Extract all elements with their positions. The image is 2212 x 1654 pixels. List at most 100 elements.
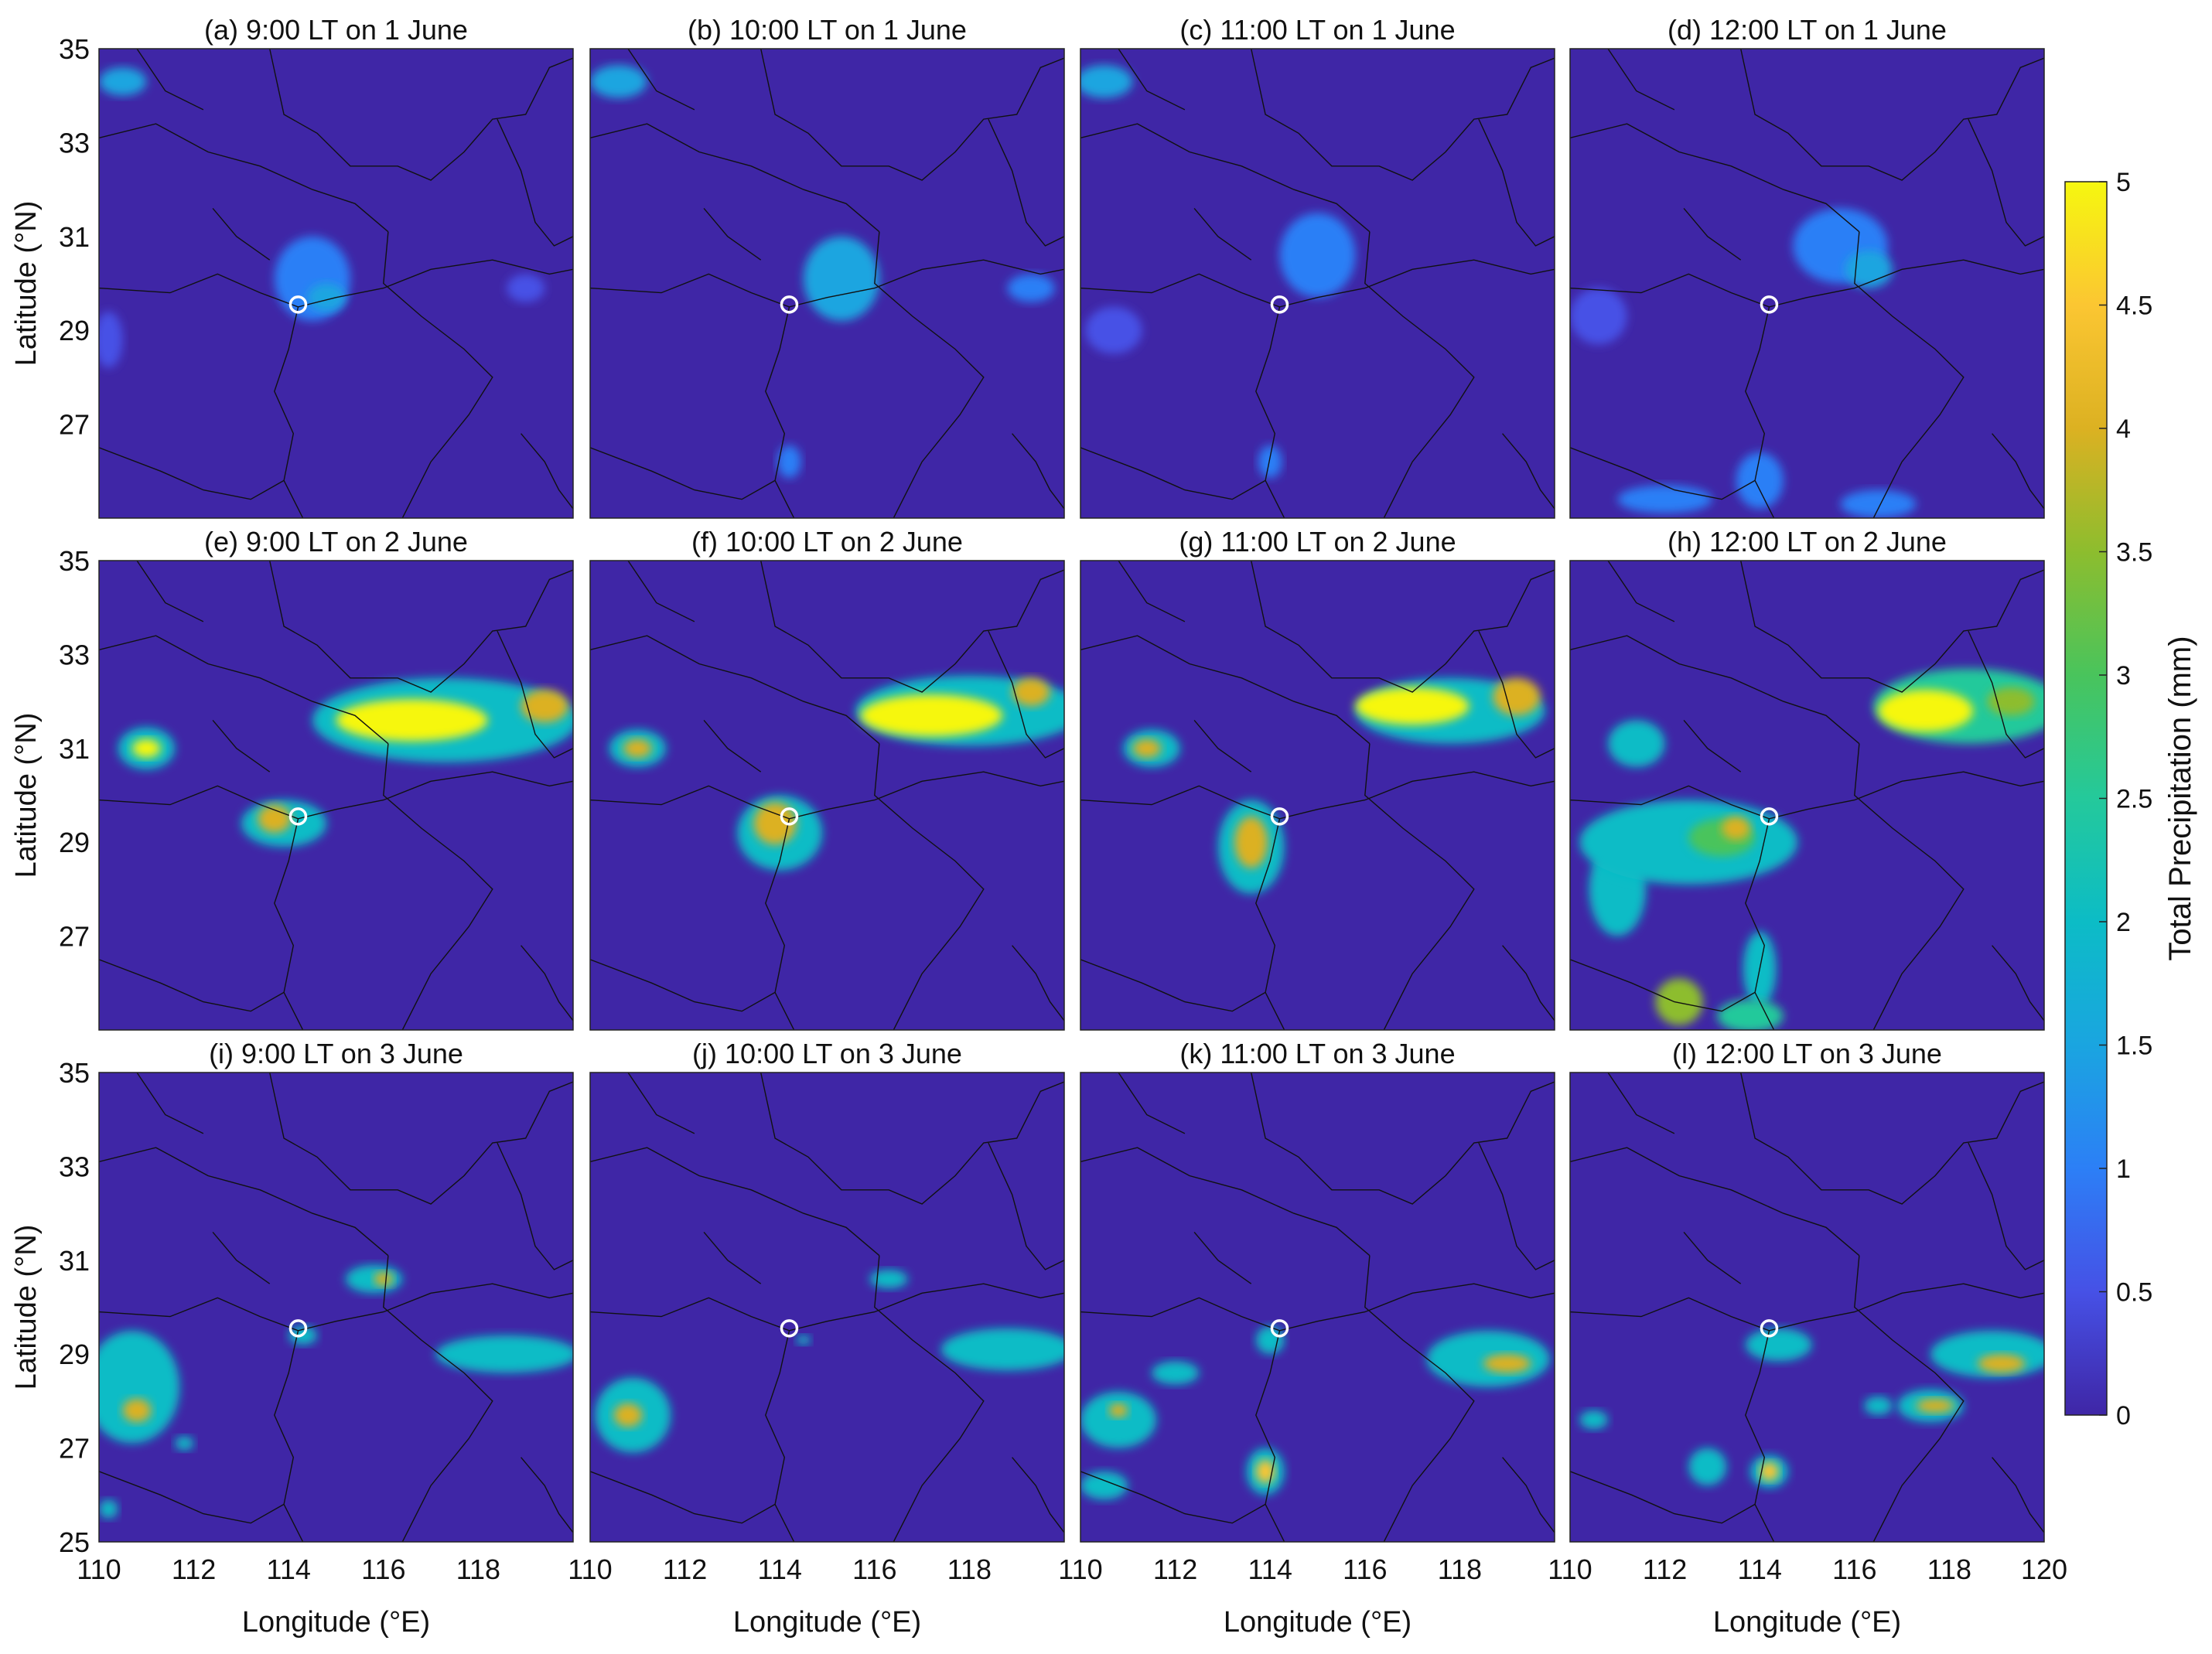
precip-cell [374, 1271, 394, 1287]
x-tick-label: 112 [172, 1553, 216, 1585]
province-boundary [1080, 1147, 1371, 1257]
site-marker [1270, 1319, 1289, 1338]
panel-title: (l) 12:00 LT on 3 June [1672, 1038, 1942, 1069]
panel-background [99, 561, 573, 1030]
province-boundary [274, 818, 304, 1030]
province-boundary [1854, 1255, 1965, 1542]
precip-cell [1617, 485, 1712, 513]
panel-title: (f) 10:00 LT on 2 June [691, 526, 963, 558]
precip-cell [803, 236, 879, 322]
panel-frame [589, 48, 1065, 519]
precip-cell [1255, 1325, 1285, 1355]
site-marker [1760, 295, 1779, 314]
province-boundary [1364, 743, 1475, 1030]
province-boundary [590, 959, 776, 1012]
province-boundary [1251, 1073, 1555, 1205]
province-boundary [1992, 945, 2044, 1021]
province-boundary [1193, 719, 1252, 772]
province-boundary [590, 771, 1064, 820]
province-boundary [212, 719, 271, 772]
site-marker [780, 295, 799, 314]
precip-cell [1717, 999, 1784, 1030]
panel-frame [589, 1072, 1065, 1543]
province-boundary [497, 118, 573, 247]
x-tick-label: 110 [1058, 1553, 1102, 1585]
province-boundary [590, 259, 1064, 308]
colorbar-tick-label: 1 [2116, 1154, 2131, 1184]
province-boundary [590, 1147, 880, 1257]
province-boundary [1854, 743, 1965, 1030]
x-tick-label: 114 [1248, 1553, 1292, 1585]
site-marker [288, 1319, 308, 1338]
province-boundary [99, 1283, 573, 1332]
precip-cell [1760, 1461, 1779, 1482]
province-boundary [1118, 49, 1186, 111]
precip-cell [1085, 306, 1142, 354]
province-boundary [269, 561, 573, 693]
x-tick-label: 116 [1343, 1553, 1387, 1585]
panel-frame [589, 560, 1065, 1031]
precip-cell [796, 1335, 811, 1345]
site-marker [1760, 1319, 1779, 1338]
province-boundary [1683, 719, 1742, 772]
precip-cell [777, 445, 801, 479]
province-boundary [1570, 1283, 2044, 1332]
precip-cell [307, 283, 346, 312]
province-boundary [590, 123, 880, 233]
province-boundary [1570, 959, 1756, 1012]
province-boundary [760, 49, 1064, 181]
x-tick-label: 116 [852, 1553, 896, 1585]
province-boundary [269, 1073, 573, 1205]
province-boundary [1478, 1142, 1555, 1270]
province-boundary [274, 1330, 304, 1542]
province-boundary [1251, 49, 1555, 181]
province-boundary [1080, 1471, 1266, 1524]
precip-cell [1878, 689, 1974, 732]
map-panel: (l) 12:00 LT on 3 June 110 112 114 116 118 120… [1548, 1038, 2067, 1639]
y-tick-label: 29 [59, 827, 90, 858]
province-boundary [1012, 1457, 1064, 1533]
precip-cell [1579, 800, 1798, 885]
colorbar-tick-label: 0.5 [2116, 1278, 2152, 1308]
panel-background [99, 1073, 573, 1542]
precip-cell [507, 274, 545, 302]
x-tick-label: 114 [266, 1553, 310, 1585]
panel-title: (d) 12:00 LT on 1 June [1668, 14, 1947, 46]
province-boundary [765, 306, 795, 518]
province-boundary [1745, 306, 1775, 518]
precip-cell [1655, 978, 1703, 1025]
x-tick-label: 112 [1153, 1553, 1197, 1585]
panel-frame [98, 560, 574, 1031]
province-boundary [136, 49, 204, 111]
colorbar-tick-label: 0 [2116, 1401, 2131, 1431]
colorbar-tick-label: 2.5 [2116, 785, 2152, 814]
precip-cell [274, 236, 350, 322]
precip-cell [1108, 1403, 1128, 1418]
x-tick-label: 116 [1832, 1553, 1876, 1585]
panels-group: (a) 9:00 LT on 1 June 27 29 31 33 35 Latitude … [10, 14, 2067, 1639]
map-panel: (k) 11:00 LT on 3 June 110 112 114 116 118 Lon… [1058, 1038, 1555, 1639]
y-tick-label: 31 [59, 733, 90, 765]
y-tick-label: 33 [59, 1151, 90, 1182]
y-tick-label: 35 [59, 1057, 90, 1089]
map-panel: (d) 12:00 LT on 1 June [1569, 14, 2045, 519]
precip-cell [1279, 213, 1356, 298]
province-boundary [99, 447, 285, 500]
site-marker [288, 807, 308, 826]
precip-cell [1234, 816, 1268, 868]
y-tick-label: 35 [59, 33, 90, 65]
x-axis-label: Longitude (°E) [1713, 1606, 1901, 1639]
province-boundary [760, 1073, 1064, 1205]
province-boundary [136, 1073, 204, 1134]
y-axis-label: Latitude (°N) [10, 713, 43, 878]
province-boundary [1080, 635, 1371, 745]
province-boundary [1992, 1457, 2044, 1533]
province-boundary [760, 561, 1064, 693]
panel-frame [1080, 560, 1555, 1031]
precip-cell [336, 699, 488, 742]
y-tick-label: 27 [59, 921, 90, 953]
panel-background [1570, 49, 2044, 518]
precip-cell [1080, 1471, 1128, 1500]
precip-cell [590, 65, 647, 98]
province-boundary [1478, 118, 1555, 247]
